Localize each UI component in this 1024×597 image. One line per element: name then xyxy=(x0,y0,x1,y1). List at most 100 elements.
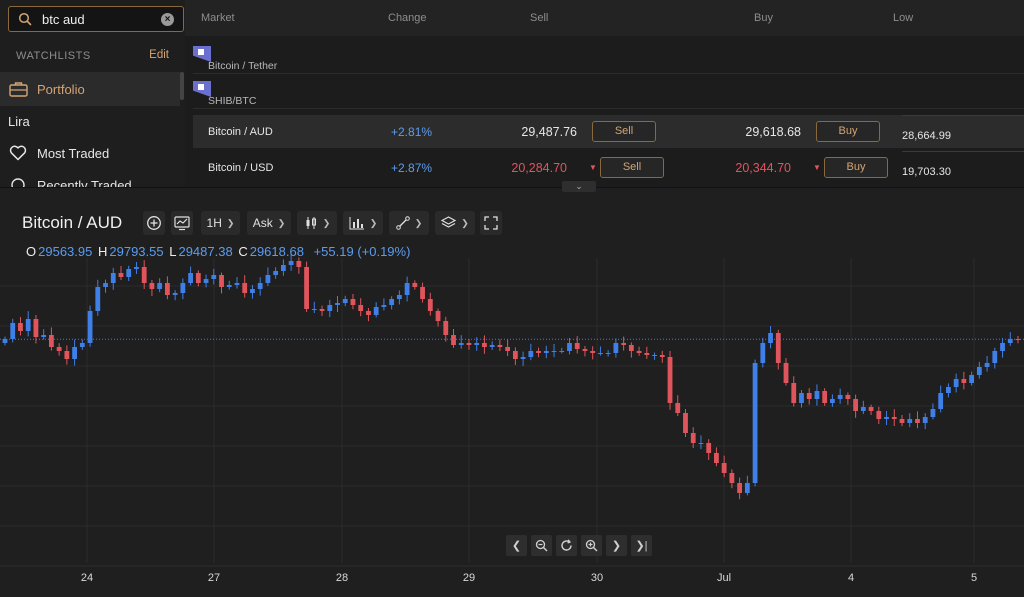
sidebar-item-most-traded[interactable]: Most Traded xyxy=(0,136,180,170)
fullscreen-icon[interactable] xyxy=(480,211,502,235)
indicators-icon[interactable] xyxy=(171,211,193,235)
buy-button[interactable]: Buy xyxy=(824,157,888,178)
reset-icon[interactable] xyxy=(556,535,577,556)
layers-dropdown[interactable]: ❯ xyxy=(435,211,475,235)
candle-body xyxy=(543,351,549,353)
candle-body xyxy=(528,351,534,357)
candle-body xyxy=(234,283,240,285)
sidebar-item-portfolio[interactable]: Portfolio xyxy=(0,72,180,106)
group-header[interactable]: SHIB/BTC xyxy=(193,75,1024,109)
chart-panel: Bitcoin / AUD 1H ❯ Ask ❯ ❯ ❯ ❯ ❯ O 29563.95 xyxy=(0,187,1024,597)
col-buy[interactable]: Buy xyxy=(754,12,773,24)
candle-body xyxy=(737,483,743,493)
sell-button[interactable]: Sell xyxy=(600,157,664,178)
candle-body xyxy=(799,393,804,403)
candle-body xyxy=(706,443,712,453)
candle-body xyxy=(698,443,704,444)
candle-body xyxy=(930,409,936,417)
high-label: H xyxy=(97,244,108,259)
candle-body xyxy=(860,407,866,411)
candle-body xyxy=(41,335,47,337)
sidebar-scrollbar[interactable] xyxy=(180,72,184,100)
candle-body xyxy=(961,379,967,383)
search-input[interactable] xyxy=(42,10,162,28)
candle-body xyxy=(659,355,665,357)
candle-body xyxy=(195,273,201,283)
candle-body xyxy=(938,393,944,409)
candle-body xyxy=(342,299,348,303)
zoom-in-icon[interactable] xyxy=(581,535,602,556)
col-sell[interactable]: Sell xyxy=(530,12,549,24)
candle-body xyxy=(551,351,557,352)
candle-body xyxy=(567,343,572,351)
candle-body xyxy=(559,351,565,352)
buy-button[interactable]: Buy xyxy=(816,121,880,142)
candle-body xyxy=(536,351,541,353)
scroll-to-latest-icon[interactable]: ❯| xyxy=(631,535,652,556)
candle-body xyxy=(1000,343,1005,351)
chart-type-dropdown[interactable]: ❯ xyxy=(297,211,337,235)
candle-body xyxy=(953,379,959,387)
candle-body xyxy=(149,283,155,289)
sell-button[interactable]: Sell xyxy=(592,121,656,142)
col-market[interactable]: Market xyxy=(201,12,235,24)
close-label: C xyxy=(238,244,248,259)
candle-body xyxy=(188,273,193,283)
candle-body xyxy=(505,347,511,351)
candle-body xyxy=(714,453,719,463)
collapse-panel-chevron-icon[interactable]: ⌄ xyxy=(562,181,596,192)
candle-body xyxy=(435,311,441,321)
candle-body xyxy=(257,283,263,289)
candles-icon xyxy=(306,217,316,229)
sidebar-item-recently-traded[interactable]: Recently Traded xyxy=(0,168,180,187)
candle-body xyxy=(25,319,31,331)
open-value: 29563.95 xyxy=(38,244,93,259)
scroll-left-icon[interactable]: ❮ xyxy=(506,535,527,556)
scroll-right-icon[interactable]: ❯ xyxy=(606,535,627,556)
candle-body xyxy=(420,287,425,299)
table-row[interactable]: Bitcoin / AUD +2.81% 29,487.76 Sell 29,6… xyxy=(193,115,1024,148)
candle-body xyxy=(969,375,975,383)
candle-body xyxy=(327,305,333,311)
candle-body xyxy=(613,343,619,353)
candle-body xyxy=(976,367,982,375)
candle-body xyxy=(1007,339,1013,343)
candle-body xyxy=(822,391,828,403)
candle-body xyxy=(412,283,418,287)
group-header[interactable]: Bitcoin / Tether xyxy=(193,40,1024,74)
candle-body xyxy=(652,355,657,356)
candle-body xyxy=(18,323,23,331)
candle-body xyxy=(582,349,588,351)
candle-body xyxy=(690,433,696,443)
price-side-dropdown[interactable]: Ask ❯ xyxy=(247,211,291,235)
candle-body xyxy=(141,267,147,283)
candle-body xyxy=(134,267,139,269)
market-name: Bitcoin / AUD xyxy=(208,126,273,138)
sell-price: 20,284.70 xyxy=(511,161,567,175)
clear-search-icon[interactable]: × xyxy=(161,13,174,26)
chevron-down-icon: ❯ xyxy=(277,217,286,228)
candle-body xyxy=(358,305,364,311)
candle-body xyxy=(396,295,402,299)
close-value: 29618.68 xyxy=(249,244,304,259)
watchlists-edit-link[interactable]: Edit xyxy=(149,49,169,61)
drawing-tools-dropdown[interactable]: ❯ xyxy=(389,211,429,235)
add-indicator-icon[interactable] xyxy=(143,211,165,235)
price-chart[interactable] xyxy=(0,188,1024,597)
search-box[interactable]: × xyxy=(8,6,184,32)
low-cell: 28,664.99 xyxy=(902,115,1024,148)
candle-body xyxy=(404,283,410,295)
zoom-out-icon[interactable] xyxy=(531,535,552,556)
interval-dropdown[interactable]: 1H ❯ xyxy=(201,211,240,235)
candle-body xyxy=(598,353,603,354)
col-change[interactable]: Change xyxy=(388,12,427,24)
studies-dropdown[interactable]: ❯ xyxy=(343,211,383,235)
col-low[interactable]: Low xyxy=(893,12,914,24)
ohlc-readout: O 29563.95 H 29793.55 L 29487.38 C 29618.68 … xyxy=(26,244,412,259)
candle-body xyxy=(605,353,611,354)
candle-body xyxy=(451,335,456,345)
candle-body xyxy=(729,473,735,483)
sidebar-item-lira[interactable]: Lira xyxy=(0,104,180,138)
table-row[interactable]: Bitcoin / USD +2.87% 20,284.70 ▼ Sell 20… xyxy=(193,151,1024,184)
candle-body xyxy=(520,357,526,359)
